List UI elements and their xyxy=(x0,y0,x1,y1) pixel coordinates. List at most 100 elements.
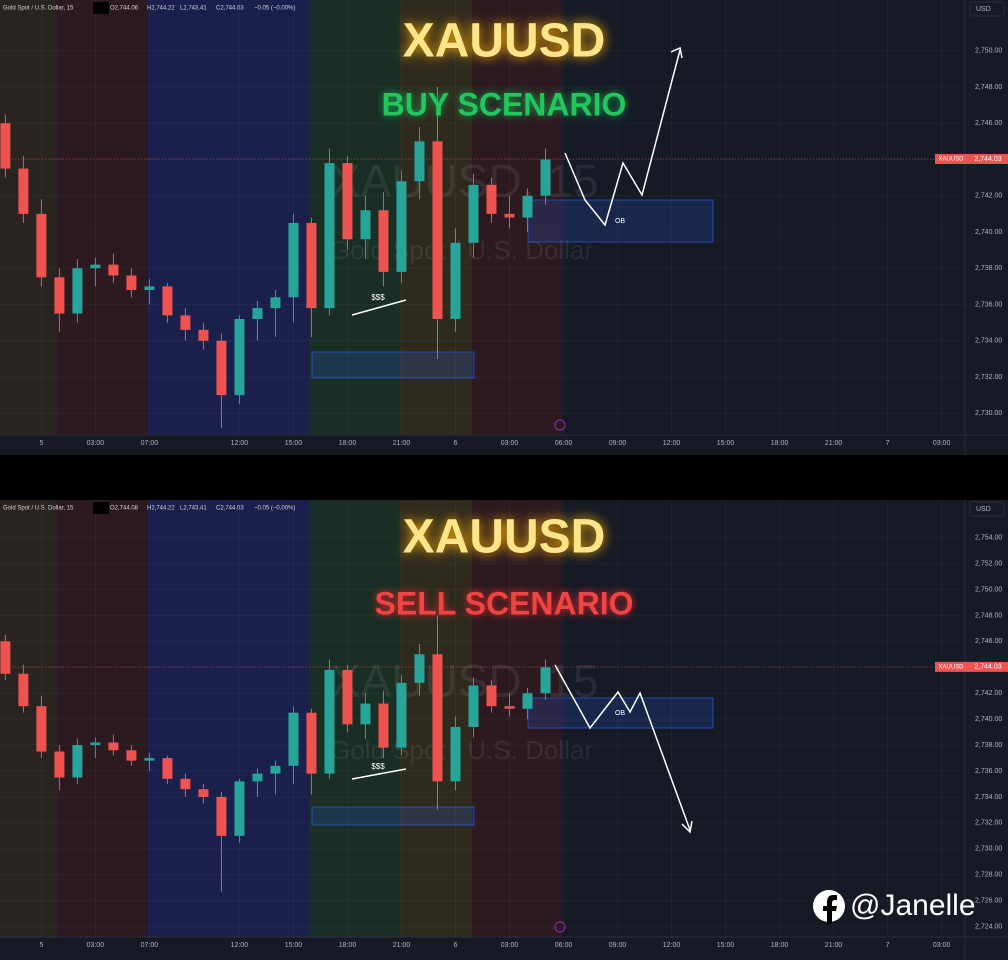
y-tick-label: 2,734.00 xyxy=(975,338,1002,345)
currency-box xyxy=(969,1,1005,17)
replay-icon xyxy=(554,921,566,933)
chart-panel: 2,724.00 2,726.00 2,728.00 2,730.00 2,732.00… xyxy=(0,500,1008,960)
credit-badge: @Janelle xyxy=(813,889,976,924)
x-tick-label: 7 xyxy=(886,942,890,949)
x-tick-label: 15:00 xyxy=(717,440,735,447)
arrow-head xyxy=(681,820,693,834)
x-tick-label: 03:00 xyxy=(501,942,519,949)
candle-body xyxy=(90,264,101,269)
y-tick-label: 2,738.00 xyxy=(975,742,1002,749)
scenario-arrow xyxy=(564,49,681,227)
replay-icon xyxy=(554,419,566,431)
currency-label: USD xyxy=(976,6,991,13)
header-ohlc: L2,743.41 xyxy=(180,506,207,512)
candle-body xyxy=(144,286,155,290)
y-tick-label: 2,750.00 xyxy=(975,48,1002,55)
candle-body xyxy=(126,750,137,761)
header-ohlc: O2,744.06 xyxy=(110,6,139,12)
candle-body xyxy=(18,673,29,707)
candle-body xyxy=(18,168,29,214)
session-band xyxy=(562,500,965,937)
x-tick-label: 18:00 xyxy=(771,440,789,447)
y-tick-label: 2,746.00 xyxy=(975,120,1002,127)
x-tick-label: 21:00 xyxy=(393,942,411,949)
x-tick-label: 5 xyxy=(39,440,43,447)
chart-panel: 2,730.00 2,732.00 2,734.00 2,736.00 2,738.00… xyxy=(0,0,1008,455)
candle-body xyxy=(54,277,65,314)
x-tick-label: 6 xyxy=(454,440,458,447)
y-tick-label: 2,724.00 xyxy=(975,923,1002,930)
y-tick-label: 2,736.00 xyxy=(975,301,1002,308)
x-tick-label: 03:00 xyxy=(87,440,105,447)
x-tick-label: 21:00 xyxy=(825,942,843,949)
y-tick-label: 2,752.00 xyxy=(975,560,1002,567)
candle-body xyxy=(486,184,497,214)
candle-body xyxy=(162,286,173,316)
x-tick-label: 18:00 xyxy=(771,942,789,949)
watermark-name: Gold Spot / U.S. Dollar xyxy=(330,235,593,265)
header-ohlc: H2,744.22 xyxy=(147,506,175,512)
ob-label: OB xyxy=(615,218,625,225)
x-tick-label: 07:00 xyxy=(141,942,159,949)
candle-body xyxy=(252,773,263,782)
session-band xyxy=(0,500,57,937)
candle-body xyxy=(432,654,443,782)
candle-body xyxy=(36,213,47,278)
y-tick-label: 2,728.00 xyxy=(975,872,1002,879)
candle-body xyxy=(270,297,281,309)
session-band xyxy=(0,0,57,435)
zone-box xyxy=(527,199,714,243)
watermark-symbol: XAUUSD, 15 xyxy=(330,155,598,207)
header-ohlc: O2,744.08 xyxy=(110,506,139,512)
session-band xyxy=(57,500,148,937)
candle-body xyxy=(504,706,515,709)
candle-body xyxy=(90,742,101,746)
candle-body xyxy=(324,163,335,309)
y-tick-label: 2,738.00 xyxy=(975,265,1002,272)
x-tick-label: 12:00 xyxy=(663,942,681,949)
candle-body xyxy=(414,654,425,683)
watermark-name: Gold Spot / U.S. Dollar xyxy=(330,735,593,765)
candle-body xyxy=(234,319,245,396)
x-tick-label: 06:00 xyxy=(555,942,573,949)
y-tick-label: 2,754.00 xyxy=(975,534,1002,541)
candle-body xyxy=(36,706,47,752)
candle-body xyxy=(252,308,263,319)
candle-body xyxy=(468,685,479,727)
candle-body xyxy=(414,141,425,182)
candle-body xyxy=(504,213,515,218)
candle-body xyxy=(144,758,155,761)
candle-body xyxy=(522,195,533,218)
arrow-head xyxy=(670,46,683,59)
candle-body xyxy=(540,159,551,196)
currency-label: USD xyxy=(976,506,991,513)
candle-body xyxy=(270,765,281,774)
x-tick-label: 12:00 xyxy=(231,440,249,447)
facebook-glyph xyxy=(823,895,837,924)
x-tick-label: 09:00 xyxy=(609,942,627,949)
y-tick-label: 2,730.00 xyxy=(975,410,1002,417)
candle-body xyxy=(396,682,407,748)
y-tick-label: 2,730.00 xyxy=(975,846,1002,853)
header-ohlc: −0.05 (−0.00%) xyxy=(254,506,295,512)
candle-body xyxy=(450,726,461,782)
header-ohlc: −0.05 (−0.00%) xyxy=(254,6,295,12)
session-band xyxy=(57,0,148,435)
candle-body xyxy=(360,210,371,240)
x-tick-label: 5 xyxy=(39,942,43,949)
header-ohlc: L2,743.41 xyxy=(180,6,207,12)
price-tag-symbol: XAUUSD xyxy=(938,157,964,163)
y-tick-label: 2,746.00 xyxy=(975,638,1002,645)
price-tag-bg xyxy=(968,661,1008,672)
x-tick-label: 21:00 xyxy=(825,440,843,447)
x-tick-label: 12:00 xyxy=(231,942,249,949)
x-tick-label: 03:00 xyxy=(87,942,105,949)
x-tick-label: 06:00 xyxy=(555,440,573,447)
x-tick-label: 18:00 xyxy=(339,942,357,949)
candle-body xyxy=(342,163,353,240)
candle-body xyxy=(450,242,461,319)
candle-body xyxy=(486,685,497,707)
candle-body xyxy=(54,751,65,778)
zone-box xyxy=(311,351,475,379)
candle-body xyxy=(234,781,245,836)
